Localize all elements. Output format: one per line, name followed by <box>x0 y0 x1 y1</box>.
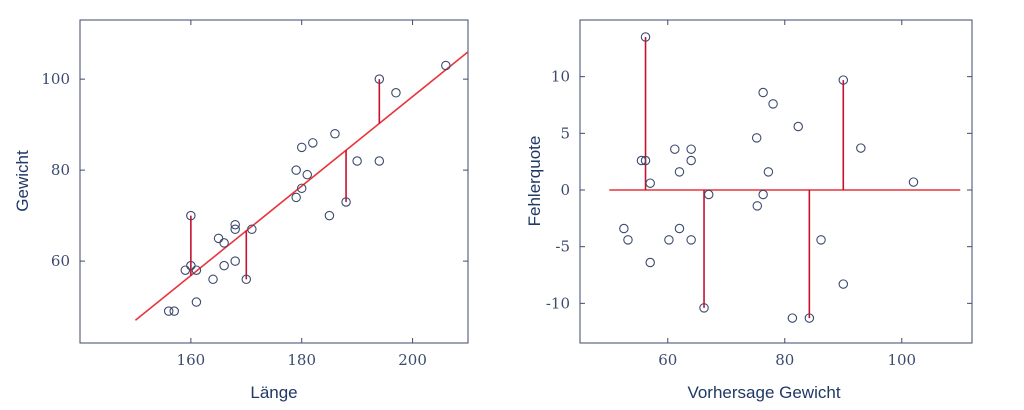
data-point <box>247 224 257 235</box>
plot-frame <box>579 19 973 344</box>
data-point <box>169 306 179 316</box>
data-point <box>291 165 301 175</box>
data-point <box>686 235 696 245</box>
data-point <box>838 75 849 85</box>
data-point <box>838 279 849 289</box>
data-point <box>341 197 351 207</box>
data-point <box>664 235 674 245</box>
data-point <box>186 210 196 221</box>
x-tick-label: 200 <box>398 351 427 369</box>
y-tick-label: -10 <box>546 294 570 312</box>
y-tick-label: 80 <box>51 161 70 179</box>
data-point <box>352 156 362 166</box>
data-point <box>763 167 774 177</box>
data-point <box>191 297 202 307</box>
regression-line <box>134 51 469 321</box>
data-point <box>804 313 815 323</box>
x-tick-label: 180 <box>287 351 316 369</box>
data-point <box>230 224 240 235</box>
data-point <box>686 144 696 154</box>
data-point <box>752 201 763 211</box>
data-point <box>686 155 696 166</box>
y-tick-label: 10 <box>551 68 570 86</box>
x-axis-label-right: Vorhersage Gewicht <box>687 383 840 402</box>
data-point <box>208 274 218 285</box>
data-point <box>241 274 252 285</box>
data-point <box>291 192 301 203</box>
data-point <box>640 32 651 42</box>
data-point <box>619 223 629 234</box>
data-point <box>296 142 307 153</box>
data-point <box>670 144 680 154</box>
data-point <box>645 257 655 268</box>
data-point <box>856 143 866 153</box>
x-tick-label: 160 <box>177 351 206 369</box>
data-point <box>308 138 318 148</box>
data-point <box>816 235 826 245</box>
data-point <box>163 306 174 316</box>
data-point <box>787 313 798 323</box>
y-tick-label: 5 <box>560 124 570 142</box>
data-point <box>645 178 655 188</box>
data-point <box>640 155 651 166</box>
data-point <box>636 155 647 166</box>
data-point <box>908 177 919 187</box>
y-axis-label-left: Gewicht <box>13 150 32 212</box>
y-tick-label: 100 <box>41 70 70 88</box>
data-point <box>213 233 224 244</box>
data-point <box>219 260 229 271</box>
chart-right-residuals: 60 80 100 -10 -5 0 5 10 <box>546 19 973 369</box>
data-point <box>758 189 768 200</box>
x-axis-label-left: Länge <box>250 383 297 402</box>
data-point <box>230 256 240 266</box>
y-axis-label-right: Fehlerquote <box>525 136 544 227</box>
data-point <box>751 133 762 143</box>
data-point <box>623 235 633 245</box>
data-point <box>674 167 685 177</box>
data-point <box>302 169 313 180</box>
data-point <box>391 88 401 98</box>
y-tick-label: 0 <box>560 181 570 199</box>
data-point <box>758 87 768 98</box>
y-tick-label: -5 <box>555 238 570 256</box>
y-tick-label: 60 <box>51 252 70 270</box>
data-point <box>793 121 803 132</box>
data-point <box>374 74 385 84</box>
plot-frame <box>79 19 469 344</box>
chart-left-height-vs-weight: 160 180 200 60 80 100 <box>41 19 469 369</box>
data-point <box>296 183 307 194</box>
data-point <box>191 265 202 275</box>
data-point <box>703 189 714 200</box>
x-tick-label: 80 <box>775 351 794 369</box>
data-point <box>699 303 709 313</box>
data-point <box>374 156 385 166</box>
x-tick-label: 100 <box>887 351 916 369</box>
x-tick-label: 60 <box>658 351 677 369</box>
data-point <box>768 99 778 109</box>
data-point <box>230 219 240 230</box>
data-point <box>330 128 340 139</box>
data-point <box>180 265 191 275</box>
data-point <box>441 60 451 71</box>
data-point <box>219 238 229 248</box>
data-point <box>324 210 335 221</box>
data-point <box>674 223 685 234</box>
